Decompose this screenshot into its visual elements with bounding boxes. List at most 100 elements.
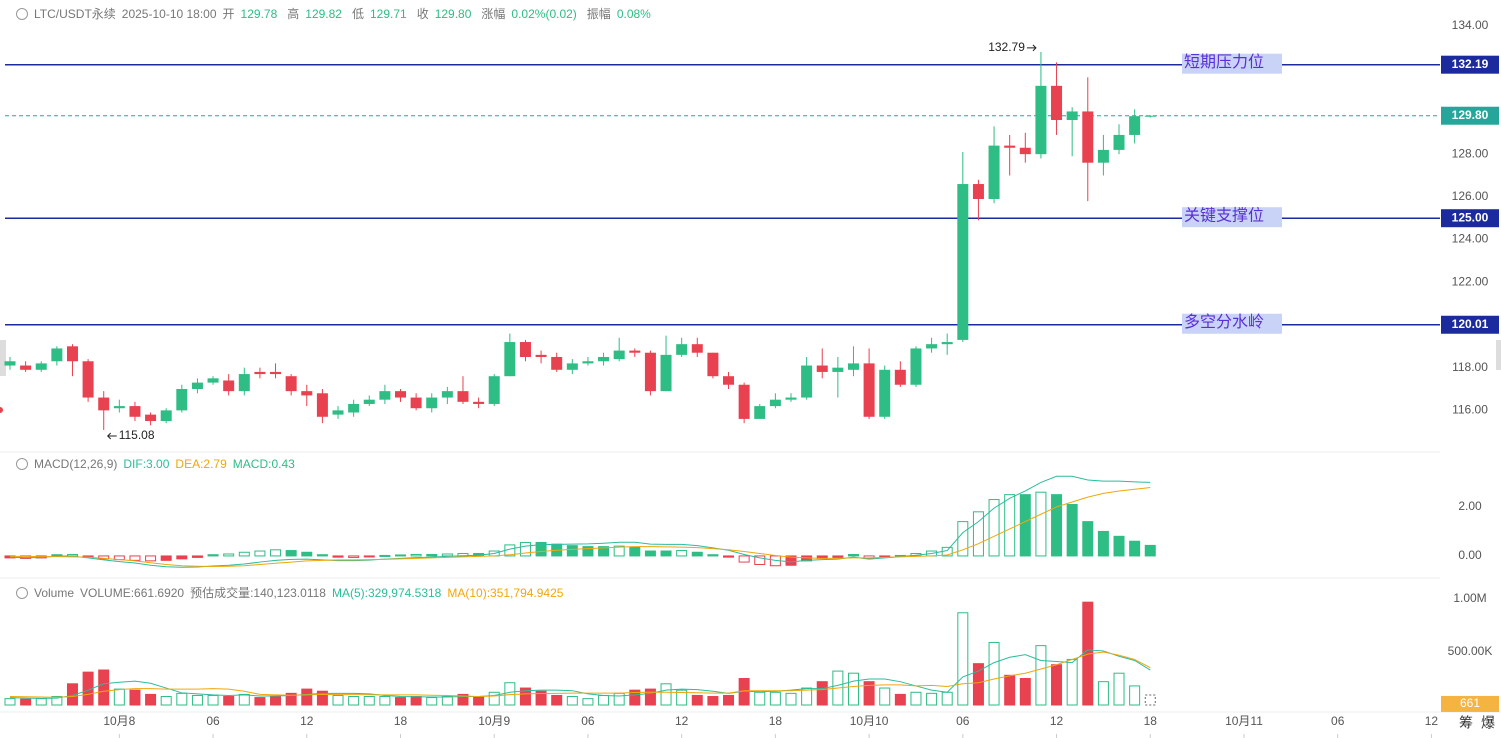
level-name: 短期压力位 — [1184, 53, 1264, 71]
x-tick-label: 06 — [1331, 714, 1345, 728]
x-tick-label: 12 — [1050, 714, 1064, 728]
macd-bar — [410, 553, 422, 557]
candle-body — [879, 369, 891, 417]
left-handle[interactable] — [0, 340, 6, 376]
candle-body — [488, 376, 500, 404]
stat-label: 振幅 — [586, 7, 611, 21]
collapse-icon[interactable] — [16, 458, 28, 470]
dea-label: DEA:2.79 — [175, 457, 227, 471]
x-tick-label: 12 — [300, 714, 314, 728]
volume-bar — [129, 689, 141, 706]
candle-body — [894, 369, 906, 385]
candle-body — [82, 361, 94, 398]
stat-label: 低 — [351, 7, 364, 21]
stat-value: 0.08% — [616, 6, 651, 21]
candle-body — [504, 342, 516, 377]
volume-bar — [769, 691, 781, 706]
macd-legend: MACD(12,26,9) DIF:3.00 DEA:2.79 MACD:0.4… — [16, 457, 295, 471]
macd-bar — [738, 555, 750, 563]
candle-body — [441, 391, 453, 398]
toolbar-button[interactable]: 筹 — [1459, 715, 1473, 731]
macd-bar — [1004, 494, 1016, 557]
x-tick-label: 10月11 — [1225, 714, 1263, 728]
collapse-icon[interactable] — [16, 7, 28, 20]
candle-body — [395, 391, 406, 398]
volume-bar — [1129, 685, 1141, 706]
volume-bar — [660, 683, 672, 706]
candle-body — [801, 365, 813, 398]
stat-label: 涨幅 — [481, 7, 506, 21]
ma10-label: MA(10):351,794.9425 — [447, 585, 564, 600]
macd-bar — [691, 551, 703, 557]
candle-body — [910, 348, 922, 385]
x-tick-label: 12 — [1425, 714, 1439, 728]
macd-bar — [160, 555, 172, 561]
volume-bar — [20, 698, 32, 706]
macd-bar — [519, 541, 531, 557]
volume-bar — [1035, 645, 1047, 706]
stat-label: 高 — [287, 7, 300, 21]
candle-body — [316, 393, 328, 417]
candle-body — [270, 371, 282, 375]
dif-label: DIF:3.00 — [123, 457, 170, 471]
macd-bar — [363, 555, 375, 558]
volume-label: VOLUME:661.6920 — [80, 585, 185, 600]
x-tick-label: 18 — [1144, 714, 1158, 728]
volume-bar — [207, 694, 219, 706]
macd-bar — [348, 555, 360, 558]
macd-bar — [1066, 503, 1078, 557]
candle-body — [644, 352, 656, 392]
candle-body — [113, 406, 125, 409]
level-tag-label: 132.19 — [1452, 57, 1489, 71]
volume-bar — [1004, 674, 1016, 706]
stat-value: 129.80 — [434, 6, 472, 21]
collapse-icon[interactable] — [16, 586, 28, 599]
macd-bar — [270, 549, 282, 557]
symbol: LTC/USDT永续 — [34, 7, 116, 21]
volume-bar — [754, 691, 766, 706]
y-tick-label: 126.00 — [1452, 189, 1489, 203]
stat-value: 129.82 — [305, 6, 342, 21]
macd-bar — [176, 555, 188, 560]
candle-body — [1066, 111, 1078, 120]
macd-bar — [1097, 530, 1109, 557]
x-tick-label: 10月8 — [103, 714, 135, 728]
candle-body — [1004, 145, 1016, 148]
candle-body — [535, 354, 547, 357]
macd-bar — [207, 554, 219, 557]
macd-bar — [316, 554, 328, 557]
volume-legend: Volume VOLUME:661.6920 预估成交量:140,123.011… — [16, 584, 563, 601]
candle-body — [1082, 111, 1094, 163]
macd-bar — [332, 555, 344, 558]
volume-bar — [801, 687, 813, 706]
volume-bar — [348, 696, 360, 706]
low-annotation: 115.08 — [119, 428, 155, 442]
volume-bar — [1097, 681, 1109, 706]
y-tick-label: 122.00 — [1452, 274, 1489, 288]
candle-body — [223, 380, 235, 392]
volume-bar — [473, 696, 485, 706]
right-handle[interactable] — [1496, 340, 1501, 370]
left-marker — [0, 407, 3, 413]
macd-bar — [395, 554, 406, 557]
macd-bar — [223, 553, 235, 557]
candle-body — [238, 374, 250, 392]
macd-bar — [285, 550, 297, 557]
stat-value: 129.71 — [369, 6, 407, 21]
y-tick-label: 0.00 — [1458, 548, 1482, 562]
volume-bar — [395, 697, 406, 706]
volume-bar — [551, 694, 563, 706]
candle-body — [51, 348, 63, 362]
candle-body — [426, 397, 438, 409]
macd-bar — [441, 553, 453, 557]
toolbar-button[interactable]: 爆 — [1481, 715, 1495, 731]
ma5-line — [9, 649, 1151, 699]
macd-bar — [832, 555, 844, 558]
volume-bar — [926, 692, 938, 706]
macd-bar — [238, 551, 250, 557]
volume-bar — [410, 696, 422, 706]
candle-body — [629, 350, 641, 353]
level-tag — [1441, 315, 1499, 334]
candle-body — [66, 346, 78, 362]
